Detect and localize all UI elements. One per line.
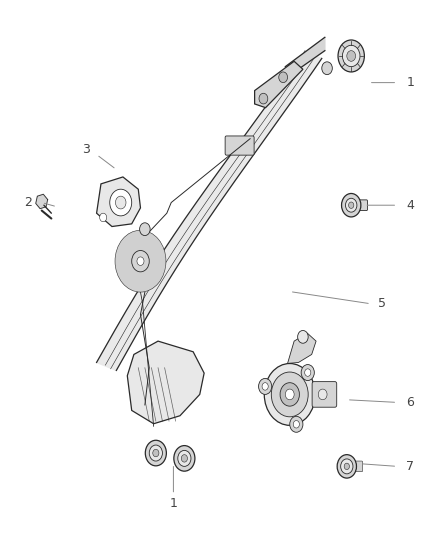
Circle shape	[297, 330, 307, 343]
Circle shape	[271, 372, 307, 417]
Circle shape	[152, 449, 159, 457]
Text: 1: 1	[406, 76, 413, 89]
Polygon shape	[287, 333, 315, 364]
Circle shape	[340, 459, 352, 474]
Circle shape	[110, 189, 131, 216]
Circle shape	[131, 249, 150, 273]
Circle shape	[289, 416, 302, 432]
Circle shape	[278, 72, 287, 83]
Circle shape	[124, 242, 156, 280]
Text: 4: 4	[406, 199, 413, 212]
Circle shape	[137, 257, 144, 265]
Circle shape	[300, 365, 314, 381]
Polygon shape	[254, 61, 302, 108]
Polygon shape	[283, 37, 324, 80]
Circle shape	[279, 383, 299, 406]
Circle shape	[304, 369, 310, 376]
Circle shape	[264, 364, 314, 425]
Circle shape	[99, 213, 106, 222]
Circle shape	[337, 40, 364, 72]
Circle shape	[321, 62, 332, 75]
Circle shape	[127, 246, 153, 277]
Circle shape	[341, 193, 360, 217]
Polygon shape	[127, 341, 204, 424]
FancyBboxPatch shape	[311, 382, 336, 407]
FancyBboxPatch shape	[353, 461, 362, 472]
Circle shape	[173, 446, 194, 471]
Circle shape	[261, 383, 268, 390]
Circle shape	[121, 238, 159, 285]
Polygon shape	[35, 194, 48, 209]
Text: 6: 6	[406, 396, 413, 409]
Circle shape	[118, 234, 162, 288]
Text: 5: 5	[377, 297, 385, 310]
Circle shape	[348, 202, 353, 208]
Circle shape	[145, 440, 166, 466]
Circle shape	[181, 455, 187, 462]
Circle shape	[318, 389, 326, 400]
FancyBboxPatch shape	[225, 136, 254, 155]
Circle shape	[134, 253, 147, 269]
Circle shape	[336, 455, 356, 478]
Text: 7: 7	[406, 460, 413, 473]
Polygon shape	[96, 51, 321, 370]
Text: 1: 1	[169, 497, 177, 510]
Circle shape	[115, 196, 126, 209]
Circle shape	[345, 198, 356, 212]
Circle shape	[258, 93, 267, 104]
FancyBboxPatch shape	[356, 200, 367, 211]
Circle shape	[346, 51, 355, 61]
Circle shape	[342, 45, 359, 67]
Circle shape	[343, 463, 349, 470]
Text: 3: 3	[81, 143, 89, 156]
Circle shape	[285, 389, 293, 400]
Text: 2: 2	[25, 196, 32, 209]
Circle shape	[115, 230, 166, 292]
Circle shape	[293, 421, 299, 428]
Circle shape	[177, 450, 191, 466]
Circle shape	[149, 445, 162, 461]
Circle shape	[258, 378, 271, 394]
Circle shape	[139, 223, 150, 236]
Polygon shape	[96, 177, 140, 227]
Circle shape	[131, 251, 149, 272]
